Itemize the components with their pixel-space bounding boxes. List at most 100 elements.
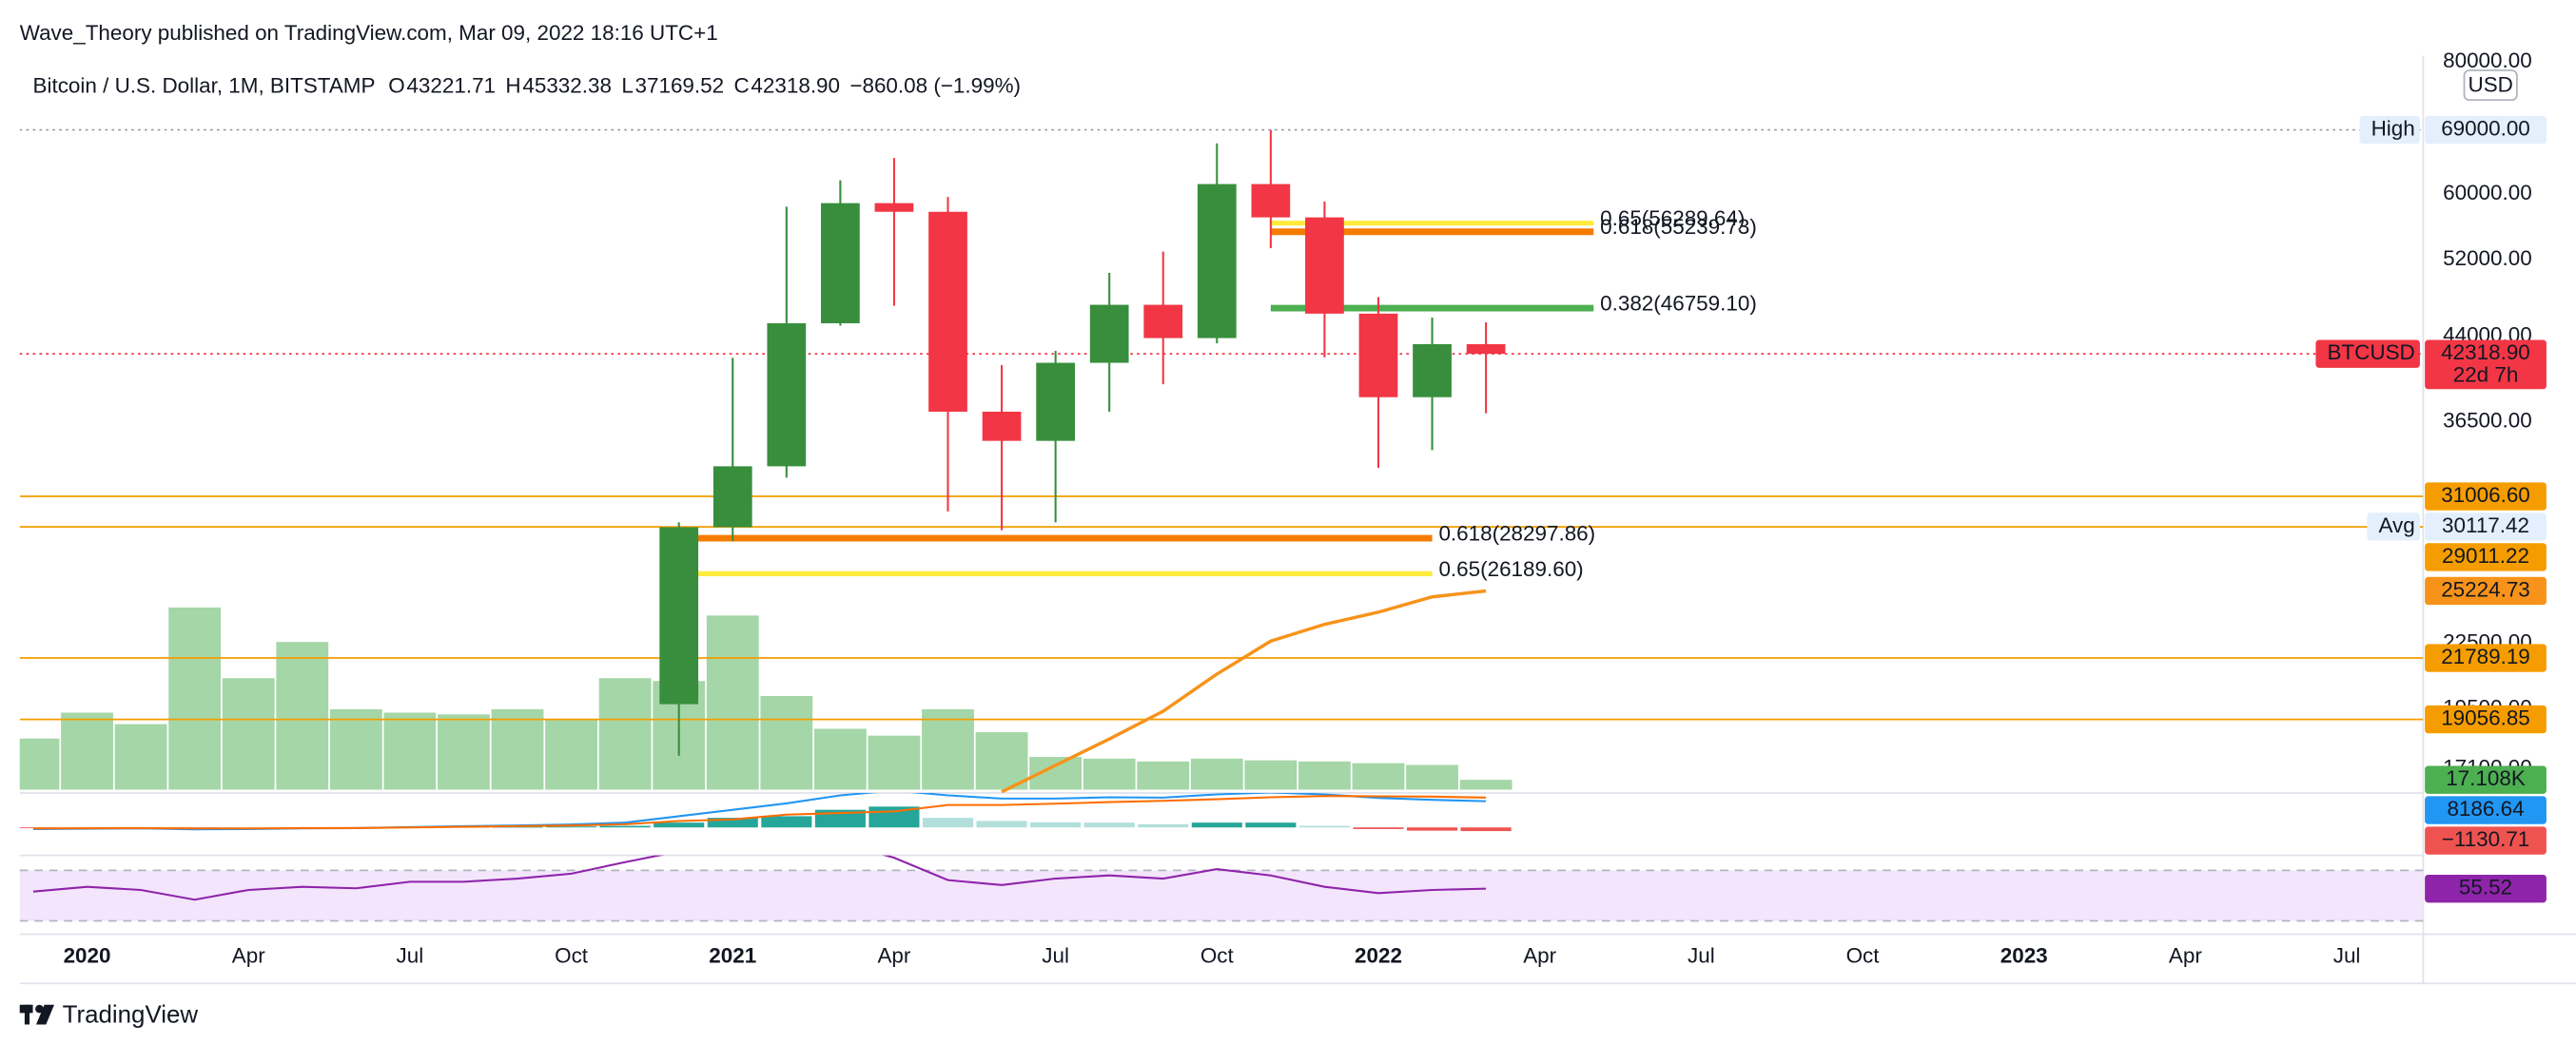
y-tick-label: 52000.00 — [2443, 246, 2532, 270]
footer: TradingView — [63, 1002, 199, 1029]
volume-bar — [1406, 764, 1458, 790]
candle-body — [821, 203, 860, 323]
x-tick-label: Jul — [1042, 944, 1069, 968]
volume-bar — [598, 678, 652, 790]
legend-text: 37169.52 — [635, 73, 725, 97]
macd-histogram — [707, 818, 758, 828]
price-tag-label: 55.52 — [2459, 876, 2512, 899]
price-tag-label: 29011.22 — [2442, 544, 2529, 568]
candle-body — [1305, 217, 1344, 314]
price-tag-label: 31006.60 — [2441, 483, 2530, 507]
volume-bar — [491, 708, 544, 790]
x-tick-label: 2021 — [709, 944, 756, 968]
header: Wave_Theory published on TradingView.com… — [20, 21, 718, 45]
currency: USD — [2469, 72, 2513, 96]
x-tick-label: Oct — [555, 944, 589, 968]
volume-bar — [438, 714, 490, 790]
volume-bar — [1352, 763, 1405, 790]
candle-body — [982, 411, 1022, 441]
x-tick-label: Jul — [1688, 944, 1715, 968]
volume-bar — [545, 719, 597, 790]
price-tag-label: 69000.00 — [2441, 117, 2530, 141]
rsi-pane — [19, 855, 2424, 922]
macd-histogram — [1298, 825, 1350, 828]
x-tick-label: Apr — [2169, 944, 2202, 968]
price-tag — [2425, 543, 2547, 571]
candle-body — [1358, 313, 1398, 397]
volume-bar — [1137, 761, 1190, 790]
volume-bar — [329, 708, 382, 790]
logo — [19, 1004, 54, 1025]
main-pane: 0.618(28297.86) 0.65(26189.60) 0.382(46759… — [19, 128, 2424, 793]
price-tag-label: 17.108K — [2446, 766, 2526, 790]
legend-text: −860.08 (−1.99%) — [849, 73, 1021, 97]
macd-histogram — [1406, 827, 1458, 831]
legend-text: Bitcoin / U.S. Dollar, 1M, BITSTAMP — [33, 73, 376, 97]
price-tag-name-box — [2315, 339, 2420, 368]
x-tick-label: Apr — [877, 944, 910, 968]
price-tag — [2425, 482, 2547, 511]
legend: Bitcoin / U.S. Dollar, 1M, BITSTAMP O 4322… — [33, 73, 1021, 97]
legend-text: O — [388, 73, 404, 97]
y-tick-label: 60000.00 — [2443, 181, 2532, 204]
volume-bar — [868, 735, 921, 790]
x-tick-label: 2023 — [2000, 944, 2048, 968]
price-tag — [2425, 339, 2547, 390]
price-tag-name: Avg — [2378, 513, 2414, 537]
candle-body — [659, 527, 699, 705]
fib-label: 0.618(55239.73) — [1600, 215, 1757, 239]
fib-label: 0.65(56289.64) — [1600, 206, 1745, 230]
price-tag-label: 25224.73 — [2441, 577, 2530, 601]
volume-bar — [760, 695, 813, 790]
volume-bar — [383, 712, 437, 790]
legend-text: 42318.90 — [751, 73, 840, 97]
legend-text: C — [733, 73, 749, 97]
volume-bar — [114, 724, 167, 790]
rsi-band — [19, 870, 2424, 921]
macd-histogram — [1083, 822, 1135, 828]
macd-histogram — [654, 822, 705, 828]
price-tag-countdown: 22d 7h — [2453, 362, 2519, 386]
macd-signal-line — [32, 795, 1487, 830]
x-tick-label: Jul — [2333, 944, 2361, 968]
macd-histogram — [761, 816, 812, 828]
macd-histogram — [976, 821, 1027, 828]
candle-body — [928, 211, 967, 412]
legend-text: 45332.38 — [522, 73, 612, 97]
macd-histogram — [492, 826, 543, 828]
y-tick-label: 36500.00 — [2443, 408, 2532, 432]
macd-histogram — [546, 826, 597, 828]
volume-bar — [975, 732, 1028, 790]
price-tag — [2425, 705, 2547, 734]
price-tag-name-box — [2367, 512, 2420, 541]
candle-body — [1089, 304, 1129, 363]
candle-body — [712, 466, 752, 528]
price-tag-label: 21789.19 — [2441, 645, 2530, 668]
macd-histogram — [599, 825, 651, 828]
price-tag-label: 30117.42 — [2442, 513, 2529, 537]
price-tag-name: BTCUSD — [2328, 340, 2415, 364]
fib-label: 0.382(46759.10) — [1600, 292, 1757, 316]
volume-bar — [1083, 758, 1136, 790]
price-tag-label: −1130.71 — [2442, 827, 2530, 851]
x-tick-label: Oct — [1846, 944, 1881, 968]
legend-text: 43221.71 — [406, 73, 496, 97]
macd-histogram — [1191, 822, 1242, 828]
x-tick-label: Jul — [397, 944, 424, 968]
candle-body — [1251, 184, 1291, 218]
volume-bar — [19, 738, 60, 790]
price-tag — [2425, 644, 2547, 672]
macd-histogram — [1460, 827, 1512, 832]
volume-bar — [61, 712, 113, 790]
volume-bar — [1244, 760, 1298, 790]
price-tag-name-box — [2359, 115, 2420, 145]
volume-bar — [922, 708, 974, 790]
fib-label: 0.618(28297.86) — [1438, 522, 1595, 546]
fib-label: 0.65(26189.60) — [1438, 557, 1583, 581]
price-tag — [2425, 826, 2547, 855]
rsi-line — [32, 855, 1487, 901]
moving-average — [1001, 589, 1487, 793]
candle-body — [1466, 343, 1506, 355]
candle-body — [1413, 343, 1452, 397]
